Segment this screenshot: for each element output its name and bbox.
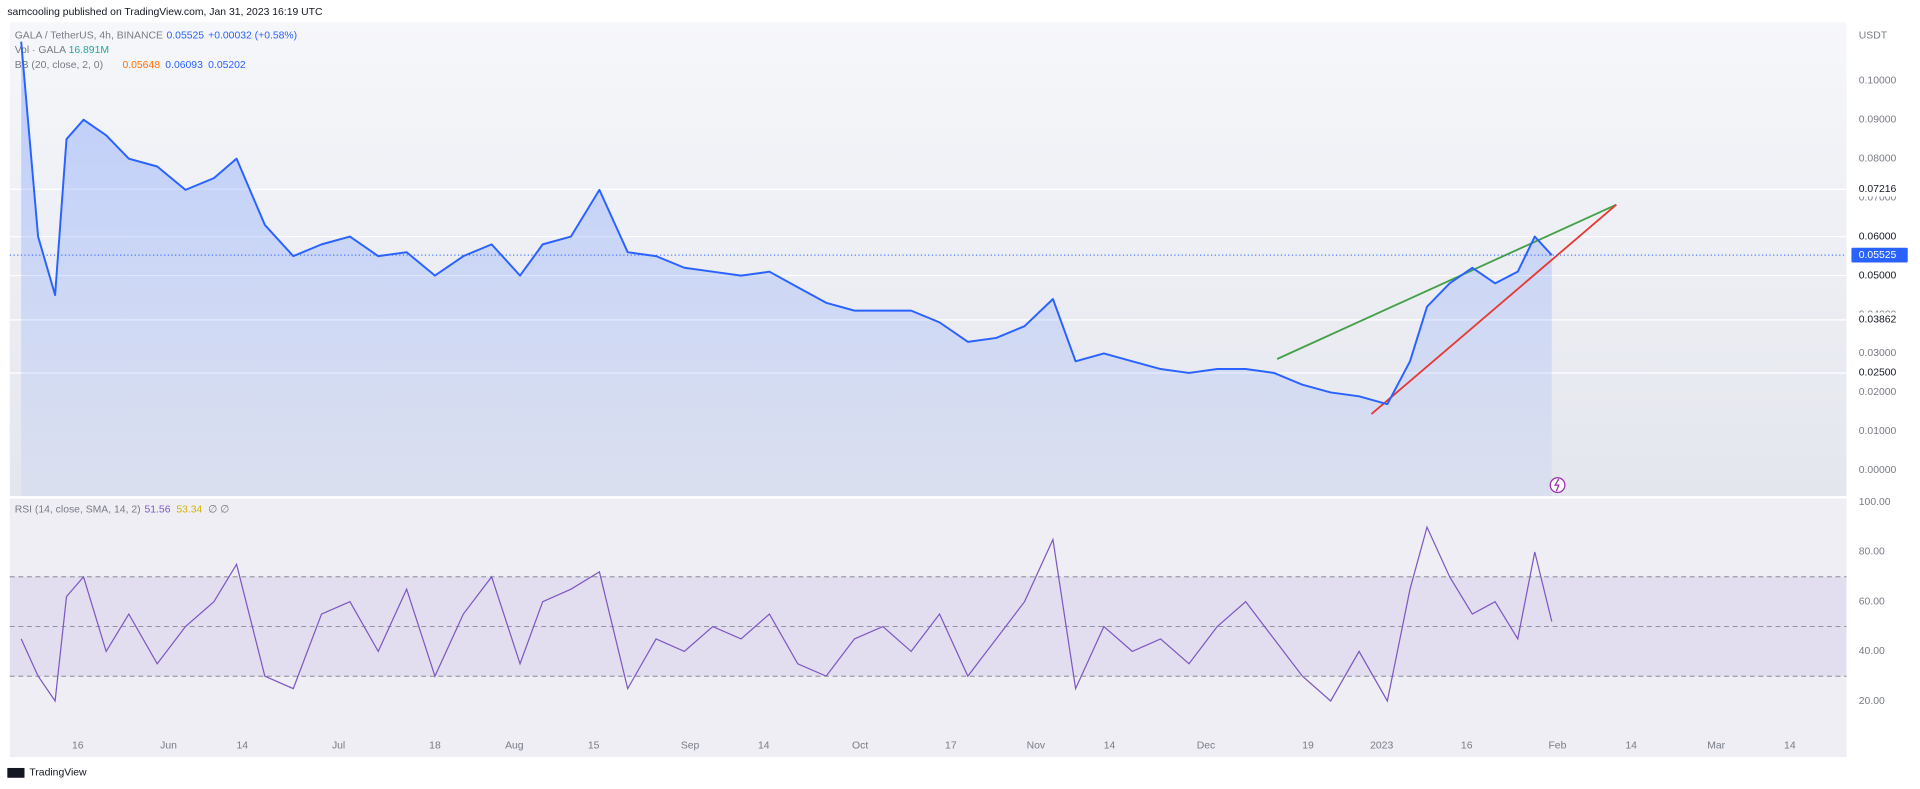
x-tick-label: Jul bbox=[332, 741, 345, 752]
level-box bbox=[1851, 181, 1908, 197]
x-tick-label: 2023 bbox=[1370, 741, 1393, 752]
level-label: 0.06000 bbox=[1859, 231, 1897, 242]
rsi-tick-label: 60.00 bbox=[1859, 596, 1885, 607]
alert-bolt bbox=[1554, 478, 1560, 492]
bb-upper: 0.06093 bbox=[165, 60, 203, 71]
x-tick-label: 14 bbox=[1104, 741, 1116, 752]
x-tick-label: 16 bbox=[72, 741, 84, 752]
logo bbox=[7, 767, 25, 778]
price-area bbox=[21, 41, 1552, 497]
x-tick-label: 14 bbox=[1625, 741, 1637, 752]
x-tick-label: Mar bbox=[1707, 741, 1725, 752]
rsi-tick-label: 80.00 bbox=[1859, 547, 1885, 558]
x-tick-label: 15 bbox=[588, 741, 600, 752]
y-tick-label: 0.00000 bbox=[1859, 465, 1897, 476]
y-tick-label: 0.10000 bbox=[1859, 75, 1897, 86]
x-tick-label: Dec bbox=[1197, 741, 1215, 752]
publish-note: samcooling published on TradingView.com,… bbox=[7, 7, 323, 18]
x-tick-label: 19 bbox=[1302, 741, 1314, 752]
x-tick-label: Sep bbox=[681, 741, 700, 752]
rsi-tick-label: 20.00 bbox=[1859, 696, 1885, 707]
rsi-rest: ∅ ∅ bbox=[208, 504, 229, 515]
level-label: 0.05000 bbox=[1859, 270, 1897, 281]
level-box bbox=[1851, 229, 1908, 244]
level-box bbox=[1851, 268, 1908, 283]
y-tick-label: 0.03000 bbox=[1859, 348, 1897, 359]
trend-line-red bbox=[1370, 204, 1617, 415]
volume-value: 16.891M bbox=[69, 45, 109, 56]
rsi-tick-label: 100.00 bbox=[1859, 497, 1891, 508]
x-tick-label: Aug bbox=[505, 741, 524, 752]
last-price: 0.05525 bbox=[167, 30, 205, 41]
x-tick-label: 16 bbox=[1461, 741, 1473, 752]
rsi-value: 51.56 bbox=[144, 504, 170, 515]
price-change: +0.00032 (+0.58%) bbox=[208, 30, 297, 41]
y-tick-label: 0.01000 bbox=[1859, 426, 1897, 437]
x-tick-label: 17 bbox=[945, 741, 957, 752]
level-box bbox=[1851, 365, 1908, 381]
rsi-tick-label: 40.00 bbox=[1859, 646, 1885, 657]
currency: USDT bbox=[1859, 30, 1888, 41]
y-tick-label: 0.02000 bbox=[1859, 387, 1897, 398]
level-label: 0.02500 bbox=[1859, 368, 1897, 379]
x-tick-label: Feb bbox=[1548, 741, 1566, 752]
symbol: GALA / TetherUS, 4h, BINANCE bbox=[15, 30, 163, 41]
level-label: 0.07216 bbox=[1859, 184, 1897, 195]
y-tick-label: 0.09000 bbox=[1859, 114, 1897, 125]
x-tick-label: 14 bbox=[758, 741, 770, 752]
x-tick-label: Nov bbox=[1027, 741, 1046, 752]
x-tick-label: 18 bbox=[429, 741, 441, 752]
level-box bbox=[1851, 312, 1908, 328]
rsi-name: RSI (14, close, SMA, 14, 2) bbox=[15, 504, 141, 515]
rsi-line bbox=[20, 525, 1553, 703]
x-tick-label: Jun bbox=[160, 741, 177, 752]
y-tick-label: 0.08000 bbox=[1859, 153, 1897, 164]
y-tick-label: 0.07000 bbox=[1859, 192, 1897, 203]
bb-lower: 0.05202 bbox=[208, 60, 246, 71]
bb-basis: 0.05648 bbox=[122, 60, 160, 71]
x-tick-label: 14 bbox=[236, 741, 248, 752]
price-line bbox=[20, 41, 1553, 406]
trend-line-green bbox=[1276, 203, 1617, 360]
last-price-label: 0.05525 bbox=[1859, 250, 1897, 261]
level-label: 0.03862 bbox=[1859, 315, 1897, 326]
rsi-ma: 53.34 bbox=[176, 504, 202, 515]
x-tick-label: 14 bbox=[1784, 741, 1796, 752]
brand: TradingView bbox=[29, 768, 87, 779]
volume-name: Vol · GALA bbox=[15, 45, 66, 56]
bb-name: BB (20, close, 2, 0) bbox=[15, 60, 103, 71]
last-price-badge bbox=[1851, 247, 1908, 263]
x-tick-label: Oct bbox=[852, 741, 868, 752]
